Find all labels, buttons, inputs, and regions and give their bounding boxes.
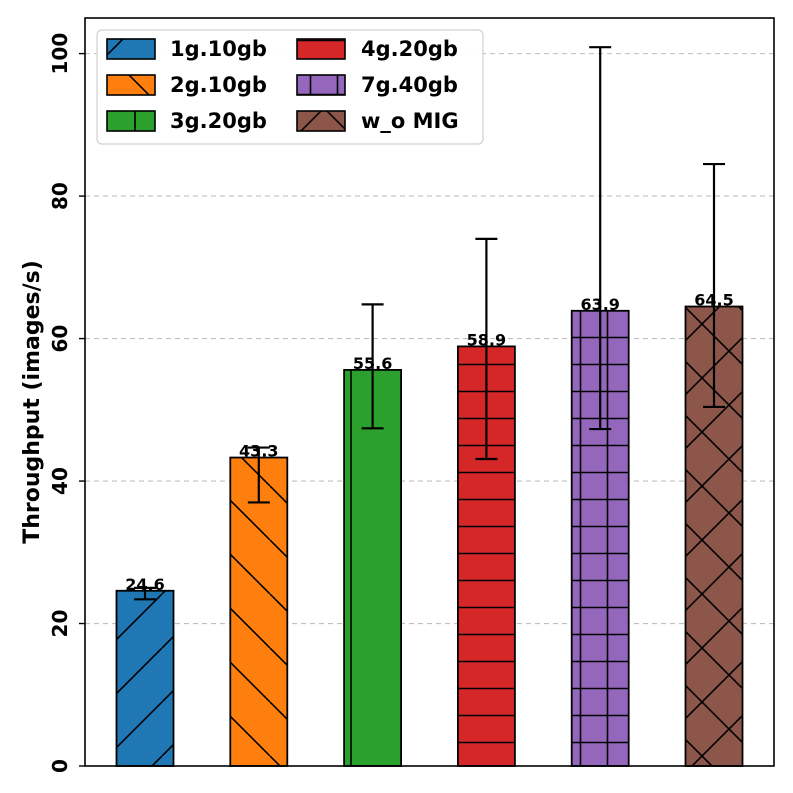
legend-label: 2g.10gb (170, 73, 267, 97)
bar-3g-20gb (343, 369, 403, 767)
data-labels: 24.6 43.3 55.6 58.9 63.9 64.5 (125, 291, 733, 594)
y-tick-label: 60 (48, 325, 72, 353)
data-label: 43.3 (239, 442, 278, 461)
legend-item: 2g.10gb (106, 73, 267, 97)
error-bar (703, 162, 725, 409)
y-tick-label: 100 (48, 33, 72, 75)
y-tick-label: 20 (48, 610, 72, 638)
legend: 1g.10gb 2g.10gb 3g.20gb 4g.20gb 7g.40gb w_o M… (96, 29, 484, 145)
legend-item: 7g.40gb (296, 73, 458, 97)
legend-item: 3g.20gb (106, 109, 267, 133)
error-bar (361, 303, 384, 430)
legend-label: 4g.20gb (361, 37, 458, 61)
y-axis-ticks: 0 20 40 60 80 100 (48, 33, 85, 773)
data-label: 55.6 (353, 354, 392, 373)
legend-swatch (296, 74, 346, 96)
error-bars (134, 46, 725, 601)
legend-label: 7g.40gb (361, 73, 458, 97)
bar-1g-10gb (115, 589, 175, 767)
data-label: 24.6 (125, 575, 164, 594)
legend-swatch (106, 38, 156, 60)
legend-item: 1g.10gb (106, 37, 267, 61)
data-label: 64.5 (694, 291, 733, 310)
legend-box (96, 29, 484, 145)
legend-swatch (106, 74, 156, 96)
bars (115, 305, 744, 767)
legend-swatch (296, 110, 346, 132)
legend-label: w_o MIG (361, 109, 459, 133)
y-tick-label: 40 (48, 467, 72, 495)
error-bar (134, 586, 156, 601)
plot-frame (84, 17, 775, 767)
legend-label: 1g.10gb (170, 37, 267, 61)
legend-item: w_o MIG (296, 109, 459, 133)
bar-2g-10gb (229, 456, 289, 767)
y-tick-label: 0 (48, 759, 72, 773)
legend-item: 4g.20gb (296, 37, 458, 61)
error-bar (589, 46, 612, 431)
error-bar (247, 446, 270, 504)
y-tick-label: 80 (48, 182, 72, 210)
legend-swatch (296, 38, 346, 60)
legend-label: 3g.20gb (170, 109, 267, 133)
y-axis-title: Throughput (images/s) (20, 260, 45, 544)
legend-swatch (106, 110, 156, 132)
data-label: 63.9 (580, 295, 619, 314)
data-label: 58.9 (467, 330, 506, 349)
error-bar (475, 237, 498, 461)
